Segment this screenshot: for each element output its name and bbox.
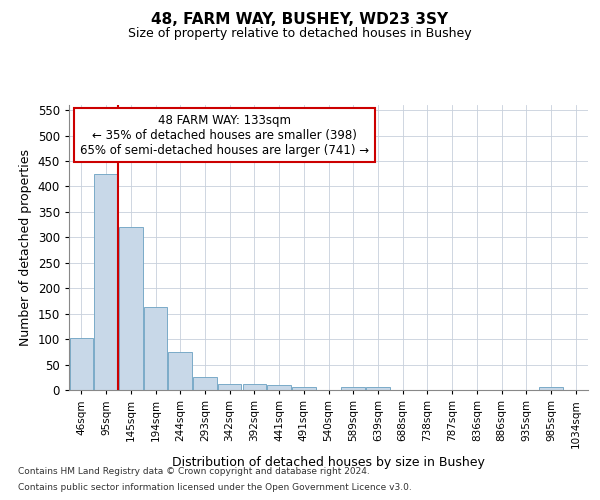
Y-axis label: Number of detached properties: Number of detached properties: [19, 149, 32, 346]
Bar: [70, 338, 93, 390]
Text: Size of property relative to detached houses in Bushey: Size of property relative to detached ho…: [128, 28, 472, 40]
Bar: [341, 388, 365, 390]
Bar: [119, 227, 143, 390]
Bar: [539, 388, 563, 390]
Text: Contains public sector information licensed under the Open Government Licence v3: Contains public sector information licen…: [18, 484, 412, 492]
X-axis label: Distribution of detached houses by size in Bushey: Distribution of detached houses by size …: [172, 456, 485, 469]
Bar: [242, 384, 266, 390]
Text: Contains HM Land Registry data © Crown copyright and database right 2024.: Contains HM Land Registry data © Crown c…: [18, 467, 370, 476]
Bar: [193, 378, 217, 390]
Bar: [94, 174, 118, 390]
Text: 48, FARM WAY, BUSHEY, WD23 3SY: 48, FARM WAY, BUSHEY, WD23 3SY: [151, 12, 449, 28]
Bar: [292, 387, 316, 390]
Bar: [144, 307, 167, 390]
Text: 48 FARM WAY: 133sqm
← 35% of detached houses are smaller (398)
65% of semi-detac: 48 FARM WAY: 133sqm ← 35% of detached ho…: [80, 114, 369, 156]
Bar: [366, 388, 389, 390]
Bar: [218, 384, 241, 390]
Bar: [169, 352, 192, 390]
Bar: [268, 385, 291, 390]
